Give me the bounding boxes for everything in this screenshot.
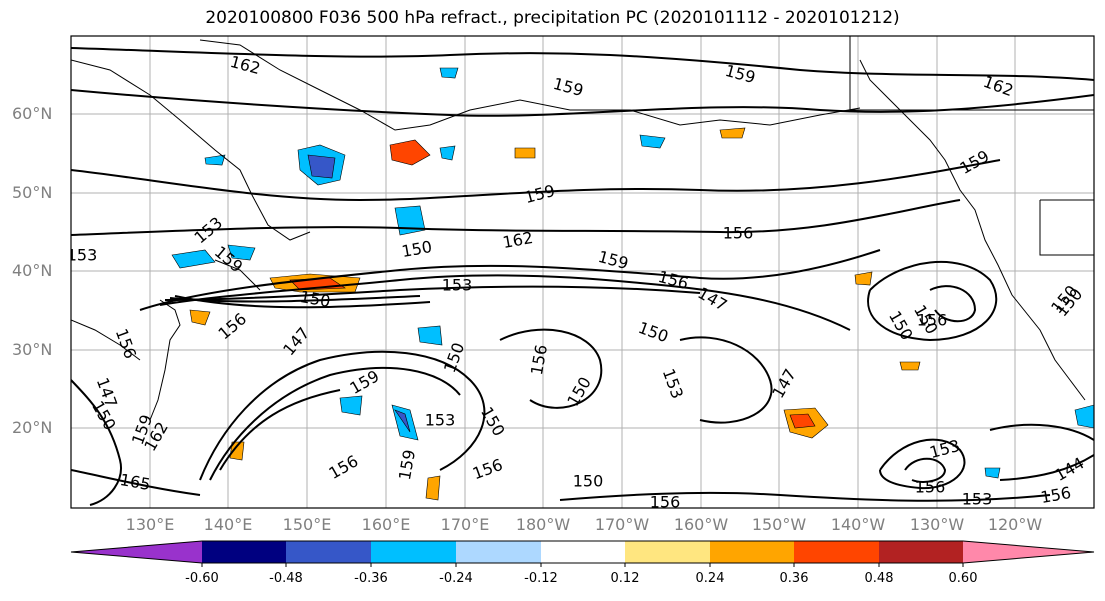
lon-label: 140°W bbox=[830, 515, 886, 534]
colorbar-tick-label: -0.36 bbox=[354, 571, 388, 586]
colorbar-segment bbox=[371, 541, 456, 563]
colorbar-tick-label: -0.48 bbox=[269, 571, 303, 586]
coastlines bbox=[71, 36, 1094, 421]
contour-label: 153 bbox=[67, 246, 98, 265]
colorbar-segment bbox=[710, 541, 794, 563]
lon-label: 150°E bbox=[282, 515, 332, 534]
colorbar-tick-label: -0.12 bbox=[524, 571, 558, 586]
lon-label: 170°W bbox=[594, 515, 650, 534]
colorbar-segment bbox=[879, 541, 963, 563]
colorbar-segment bbox=[202, 541, 286, 563]
colorbar-segment bbox=[71, 541, 202, 563]
contour-label: 153 bbox=[425, 411, 456, 430]
contour-label: 156 bbox=[917, 311, 948, 330]
contour-label: 150 bbox=[573, 472, 604, 491]
lat-label-40n: 40°N bbox=[12, 261, 53, 280]
contour-label: 153 bbox=[442, 276, 473, 295]
colorbar-tick-label: 0.48 bbox=[864, 571, 894, 586]
colorbar-segment bbox=[541, 541, 625, 563]
map-title: 2020100800 F036 500 hPa refract., precip… bbox=[205, 8, 900, 28]
colorbar-segment bbox=[286, 541, 371, 563]
colorbar-segment bbox=[794, 541, 879, 563]
lon-label: 140°E bbox=[203, 515, 253, 534]
contour-label: 156 bbox=[915, 478, 946, 497]
lon-label: 160°E bbox=[361, 515, 411, 534]
colorbar-tick-label: -0.24 bbox=[439, 571, 473, 586]
lon-label: 130°E bbox=[125, 515, 175, 534]
colorbar-tick-label: 0.60 bbox=[948, 571, 978, 586]
lon-label: 170°E bbox=[440, 515, 490, 534]
contour-label: 156 bbox=[723, 224, 754, 243]
colorbar-tick-label: -0.60 bbox=[185, 571, 219, 586]
lon-label: 120°W bbox=[987, 515, 1043, 534]
lat-label-60n: 60°N bbox=[12, 104, 53, 123]
lon-label: 130°W bbox=[909, 515, 965, 534]
map-frame bbox=[70, 35, 1095, 509]
lat-label-30n: 30°N bbox=[12, 340, 53, 359]
contour-label: 153 bbox=[962, 490, 993, 509]
lat-label-50n: 50°N bbox=[12, 183, 53, 202]
contour-label: 156 bbox=[650, 493, 681, 512]
lon-label: 150°W bbox=[751, 515, 807, 534]
lon-label: 160°W bbox=[673, 515, 729, 534]
colorbar-tick-label: 0.24 bbox=[695, 571, 725, 586]
height-contours bbox=[71, 47, 1094, 506]
colorbar bbox=[70, 540, 1095, 567]
lon-label: 180°W bbox=[515, 515, 571, 534]
colorbar-tick-label: 0.12 bbox=[610, 571, 640, 586]
colorbar-segment bbox=[625, 541, 710, 563]
lat-label-20n: 20°N bbox=[12, 418, 53, 437]
colorbar-segment bbox=[963, 541, 1094, 563]
colorbar-tick-label: 0.36 bbox=[779, 571, 809, 586]
colorbar-segment bbox=[456, 541, 541, 563]
